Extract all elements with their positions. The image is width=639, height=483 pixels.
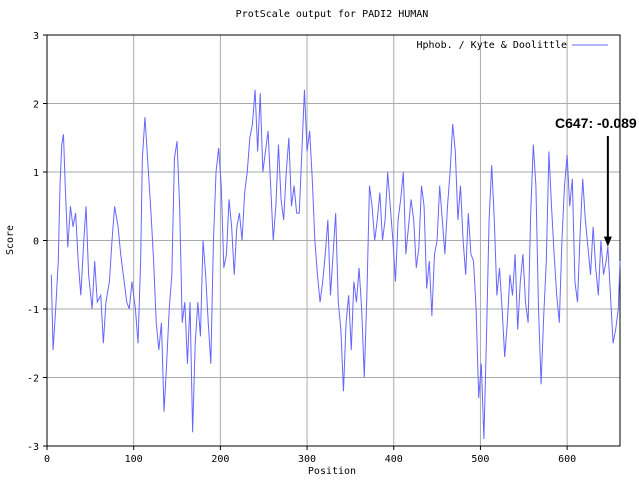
data-line (50, 89, 621, 440)
x-tick-label: 0 (44, 454, 50, 465)
y-tick-label: 0 (33, 237, 39, 248)
legend-label: Hphob. / Kyte & Doolittle (416, 40, 567, 51)
x-tick-label: 100 (125, 454, 143, 465)
plot-frame (46, 34, 621, 447)
chart-title: ProtScale output for PADI2 HUMAN (236, 9, 429, 20)
y-tick-label: -1 (27, 305, 39, 316)
y-tick-label: 3 (33, 31, 39, 42)
x-tick-label: 300 (298, 454, 316, 465)
x-axis-label: Position (308, 466, 356, 477)
annotation-text: C647: -0.089 (555, 115, 637, 131)
y-tick-label: -2 (27, 374, 39, 385)
y-tick-label: 2 (33, 100, 39, 111)
x-tick-label: 600 (558, 454, 576, 465)
y-tick-label: 1 (33, 168, 39, 179)
x-tick-label: 400 (385, 454, 403, 465)
x-tick-label: 500 (471, 454, 489, 465)
annotation-arrowhead (603, 236, 612, 247)
y-tick-label: -3 (27, 442, 39, 453)
x-tick-label: 200 (211, 454, 229, 465)
y-axis-label: Score (5, 225, 16, 255)
